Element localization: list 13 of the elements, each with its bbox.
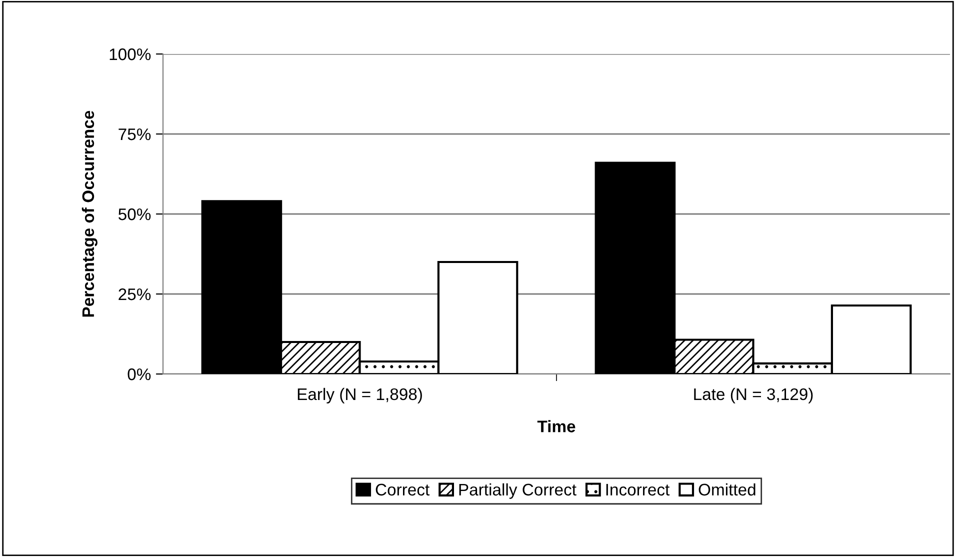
y-tick-label: 75% bbox=[118, 128, 151, 140]
y-tick-label: 25% bbox=[118, 288, 151, 300]
x-axis-title: Time bbox=[537, 420, 576, 432]
x-tick-label: Early (N = 1,898) bbox=[298, 388, 422, 404]
legend-label: Incorrect bbox=[606, 484, 670, 496]
x-tick-label: Late (N = 3,129) bbox=[694, 388, 813, 404]
legend-label: Omitted bbox=[698, 483, 756, 496]
y-tick-label: 100% bbox=[110, 48, 151, 60]
y-tick-label: 50% bbox=[118, 208, 151, 220]
legend-label: Correct bbox=[376, 484, 430, 496]
y-axis-title: Percentage of Occurrence bbox=[82, 110, 98, 317]
y-tick-label: 0% bbox=[128, 368, 151, 380]
legend-label: Partially Correct bbox=[459, 483, 576, 499]
